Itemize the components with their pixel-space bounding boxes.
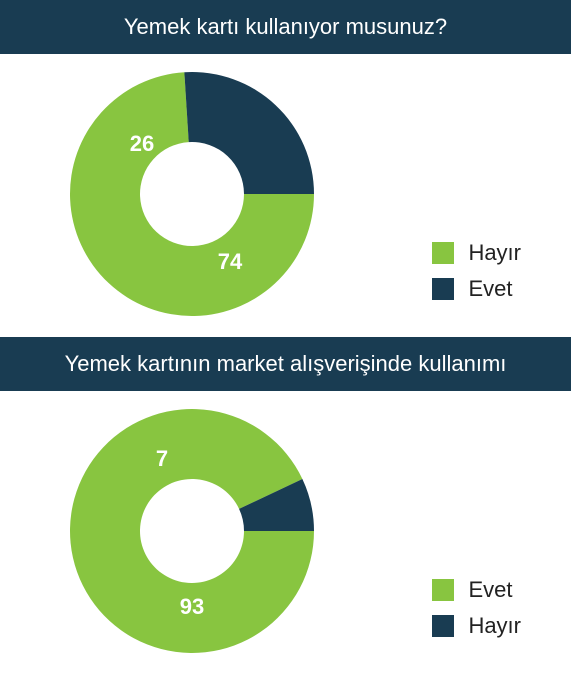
legend-swatch-icon (432, 615, 454, 637)
legend-swatch-icon (432, 278, 454, 300)
panel-2-legend-item-0: Evet (432, 577, 521, 603)
legend-swatch-icon (432, 579, 454, 601)
panel-2-donut: 93 7 (70, 409, 314, 653)
panel-1-legend-0-label: Hayır (468, 240, 521, 266)
panel-1-legend-1-label: Evet (468, 276, 512, 302)
panel-2: Yemek kartının market alışverişinde kull… (0, 337, 571, 674)
panel-2-legend-0-label: Evet (468, 577, 512, 603)
panel-1-legend: Hayır Evet (432, 240, 521, 302)
panel-1-title: Yemek kartı kullanıyor musunuz? (0, 0, 571, 54)
panel-1: Yemek kartı kullanıyor musunuz? 74 26 Ha… (0, 0, 571, 337)
panel-1-chart-area: 74 26 Hayır Evet (0, 54, 571, 337)
panel-1-legend-item-1: Evet (432, 276, 521, 302)
donut-chart-icon (70, 72, 314, 316)
panel-2-legend-1-label: Hayır (468, 613, 521, 639)
panel-2-chart-area: 93 7 Evet Hayır (0, 391, 571, 674)
legend-swatch-icon (432, 242, 454, 264)
panel-1-donut: 74 26 (70, 72, 314, 316)
panel-2-legend: Evet Hayır (432, 577, 521, 639)
donut-chart-icon (70, 409, 314, 653)
panel-2-title: Yemek kartının market alışverişinde kull… (0, 337, 571, 391)
panel-2-legend-item-1: Hayır (432, 613, 521, 639)
panel-1-legend-item-0: Hayır (432, 240, 521, 266)
